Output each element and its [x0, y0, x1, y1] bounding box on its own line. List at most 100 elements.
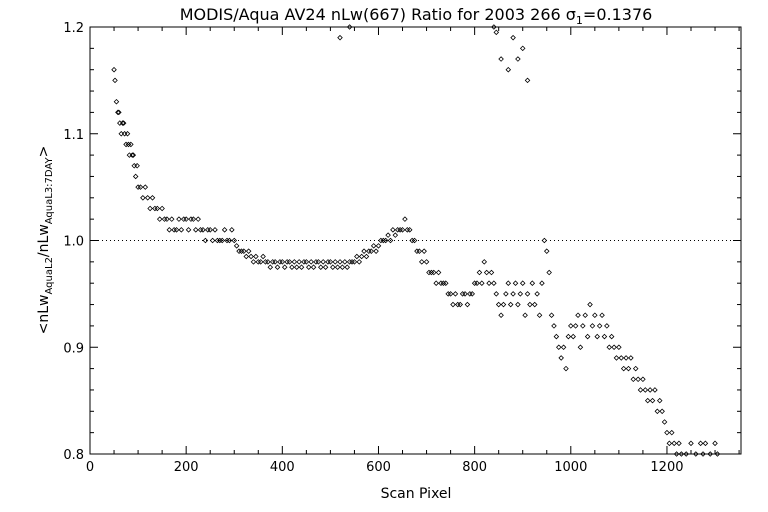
data-point — [144, 195, 151, 201]
data-point — [553, 333, 560, 340]
data-point — [628, 355, 634, 361]
data-point — [363, 253, 370, 260]
y-label-mid: /nLw — [36, 224, 52, 257]
outlier-point — [515, 56, 521, 62]
data-point — [503, 291, 509, 297]
title-sigma-value: =0.1376 — [583, 5, 652, 24]
outlier-point — [498, 56, 504, 62]
data-point — [640, 376, 646, 383]
data-point — [308, 259, 314, 265]
outlier-point — [510, 34, 516, 41]
data-point — [500, 301, 507, 308]
data-point — [274, 264, 281, 270]
outlier-point — [519, 45, 526, 52]
data-point — [548, 312, 555, 318]
data-point — [539, 280, 545, 286]
data-point — [202, 237, 209, 244]
data-point — [443, 280, 449, 286]
data-point — [582, 312, 588, 318]
data-point — [529, 280, 536, 286]
data-point — [402, 216, 408, 222]
data-point — [584, 333, 591, 340]
data-point — [654, 408, 661, 415]
data-point — [714, 451, 721, 457]
data-point — [620, 365, 627, 372]
y-label-sub1: AquaL2 — [44, 257, 55, 294]
data-point — [522, 312, 528, 318]
data-point — [120, 120, 127, 126]
data-point — [387, 237, 394, 244]
data-point — [339, 264, 346, 270]
data-point — [293, 264, 300, 270]
data-point — [111, 66, 117, 73]
data-point — [411, 237, 418, 244]
data-point — [267, 264, 274, 270]
data-point — [644, 397, 651, 404]
data-point — [368, 248, 375, 254]
x-tick-label: 1000 — [554, 460, 587, 475]
data-point — [385, 232, 391, 238]
data-point — [491, 280, 497, 286]
data-point — [226, 237, 233, 244]
y-tick-label: 1.1 — [63, 128, 84, 143]
x-tick-label: 1200 — [650, 460, 683, 475]
data-point — [543, 248, 550, 254]
data-point — [168, 216, 175, 222]
scatter-points — [111, 24, 721, 457]
data-point — [112, 77, 118, 84]
data-point — [207, 227, 213, 233]
y-label-close: > — [36, 146, 52, 158]
data-point — [320, 259, 326, 265]
y-tick-label: 1.0 — [63, 235, 84, 250]
data-point — [447, 291, 454, 297]
data-point — [257, 259, 264, 265]
data-point — [534, 291, 540, 297]
data-point — [332, 259, 338, 265]
data-point — [260, 253, 266, 260]
data-point — [474, 280, 480, 286]
data-point — [613, 355, 620, 361]
data-point — [618, 355, 625, 361]
data-point — [200, 227, 206, 233]
data-point — [195, 216, 201, 222]
data-point — [469, 291, 475, 297]
data-point — [594, 333, 601, 340]
data-point — [229, 227, 235, 233]
data-point — [702, 440, 709, 447]
data-point — [115, 109, 121, 116]
data-point — [221, 227, 228, 233]
data-point — [642, 387, 649, 393]
data-point — [507, 301, 514, 308]
data-point — [354, 253, 360, 260]
data-point — [616, 344, 622, 351]
y-tick-label: 1.2 — [63, 21, 84, 36]
data-point — [124, 130, 131, 137]
y-axis-label: <nLwAquaL2/nLwAquaL3:7DAY> — [36, 146, 55, 335]
data-point — [664, 429, 670, 436]
data-point — [190, 216, 197, 222]
data-point — [322, 264, 329, 270]
data-point — [546, 269, 552, 276]
data-point — [688, 440, 694, 447]
data-point — [707, 451, 713, 457]
x-tick-label: 200 — [174, 460, 199, 475]
data-point — [464, 301, 471, 308]
data-point — [659, 408, 665, 415]
data-point — [289, 264, 295, 270]
data-point — [303, 259, 310, 265]
data-point — [649, 397, 656, 404]
data-point — [563, 365, 569, 372]
data-point — [481, 259, 488, 265]
data-point — [142, 184, 149, 190]
data-point — [370, 243, 377, 249]
data-point — [250, 259, 257, 265]
data-point — [272, 259, 278, 265]
data-point — [462, 291, 468, 297]
data-point — [693, 451, 699, 457]
data-point — [587, 301, 593, 308]
data-point — [212, 227, 218, 233]
data-point — [140, 195, 146, 201]
data-point — [632, 365, 639, 372]
data-point — [296, 259, 302, 265]
outlier-point — [346, 24, 353, 30]
